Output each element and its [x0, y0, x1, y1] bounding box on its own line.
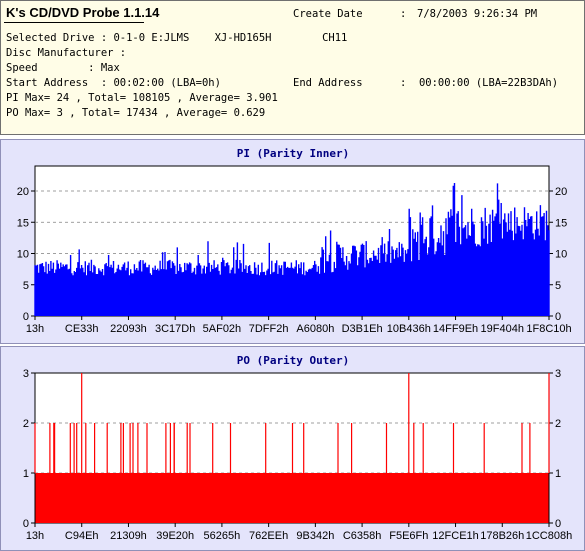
x-tick-label: C6358h	[343, 530, 382, 542]
y-tick-label-left: 2	[23, 418, 29, 430]
x-tick-label: D3B1Eh	[342, 323, 383, 335]
y-tick-label-left: 5	[23, 280, 29, 292]
po-chart: PO (Parity Outer) 0 0 1 1 2 2 3 3 13h C94Eh 21309h…	[23, 354, 572, 542]
x-tick-label: 1CC808h	[526, 530, 572, 542]
y-tick-label-right: 0	[555, 311, 561, 323]
pi-chart-title: PI (Parity Inner)	[237, 147, 350, 160]
y-tick-label-left: 3	[23, 368, 29, 380]
y-tick-label-right: 10	[555, 249, 567, 261]
y-tick-label-right: 1	[555, 468, 561, 480]
app-title: K's CD/DVD Probe 1.1.14	[6, 5, 160, 20]
title-underline	[4, 22, 144, 23]
po-stats-text: PO Max= 3 , Total= 17434 , Average= 0.62…	[6, 107, 266, 119]
x-tick-label: F5E6Fh	[389, 530, 428, 542]
info-panel: K's CD/DVD Probe 1.1.14 Create Date : 7/…	[0, 0, 585, 135]
x-tick-label: 21309h	[110, 530, 147, 542]
y-tick-label-left: 0	[23, 518, 29, 530]
y-tick-label-right: 2	[555, 418, 561, 430]
x-tick-label: 22093h	[110, 323, 147, 335]
create-date-label: Create Date	[293, 8, 363, 20]
pi-bars	[34, 183, 550, 316]
x-tick-label: 13h	[26, 530, 44, 542]
end-address-value: : 00:00:00 (LBA=22B3DAh)	[400, 77, 559, 89]
x-tick-label: 14FF9Eh	[433, 323, 478, 335]
x-tick-label: 9B342h	[296, 530, 334, 542]
po-chart-panel: PO (Parity Outer) 0 0 1 1 2 2 3 3 13h C94Eh 21309h…	[0, 346, 585, 551]
x-tick-label: 19F404h	[481, 323, 524, 335]
x-tick-label: 1F8C10h	[526, 323, 571, 335]
y-tick-label-right: 5	[555, 280, 561, 292]
x-tick-label: 7DFF2h	[249, 323, 289, 335]
x-tick-label: A6080h	[296, 323, 334, 335]
y-tick-label-left: 10	[17, 249, 29, 261]
x-tick-label: C94Eh	[65, 530, 99, 542]
selected-drive-text: Selected Drive : 0-1-0 E:JLMS XJ-HD165H …	[6, 32, 348, 44]
y-tick-label-right: 3	[555, 368, 561, 380]
po-spikes	[34, 373, 550, 473]
x-tick-label: 762EEh	[249, 530, 288, 542]
pi-stats-text: PI Max= 24 , Total= 108105 , Average= 3.…	[6, 92, 278, 104]
po-baseline-fill	[35, 473, 549, 523]
x-tick-label: 12FCE1h	[432, 530, 478, 542]
y-tick-label-left: 20	[17, 186, 29, 198]
create-date-value: 7/8/2003 9:26:34 PM	[417, 8, 538, 20]
x-tick-label: 3C17Dh	[155, 323, 195, 335]
x-tick-label: 5AF02h	[203, 323, 242, 335]
x-tick-label: 10B436h	[387, 323, 431, 335]
x-tick-label: 56265h	[204, 530, 241, 542]
y-tick-label-left: 0	[23, 311, 29, 323]
disc-manufacturer-text: Disc Manufacturer :	[6, 47, 127, 59]
create-date-separator: :	[400, 8, 407, 20]
x-tick-label: 39E20h	[156, 530, 194, 542]
x-tick-label: CE33h	[65, 323, 99, 335]
y-tick-label-right: 0	[555, 518, 561, 530]
y-tick-label-right: 20	[555, 186, 567, 198]
pi-chart: PI (Parity Inner) 0 0 5 5 10 10 15 15 20 20 13h CE3…	[17, 147, 572, 335]
start-address-text: Start Address : 00:02:00 (LBA=0h)	[6, 77, 221, 89]
po-chart-title: PO (Parity Outer)	[237, 354, 350, 367]
y-tick-label-right: 15	[555, 217, 567, 229]
pi-chart-panel: PI (Parity Inner) 0 0 5 5 10 10 15 15 20 20 13h CE3…	[0, 139, 585, 344]
x-tick-label: 178B26h	[480, 530, 524, 542]
y-tick-label-left: 1	[23, 468, 29, 480]
speed-text: Speed : Max	[6, 62, 120, 74]
end-address-label: End Address	[293, 77, 363, 89]
y-tick-label-left: 15	[17, 217, 29, 229]
x-tick-label: 13h	[26, 323, 44, 335]
